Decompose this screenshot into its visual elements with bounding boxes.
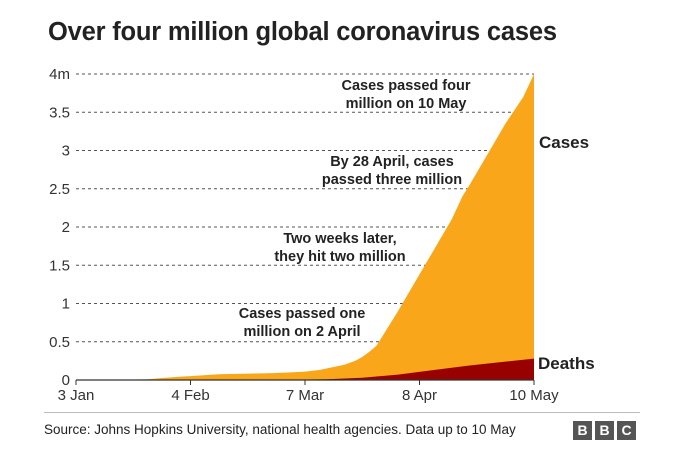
y-tick-label: 2 — [62, 219, 70, 236]
y-tick-label: 0 — [62, 372, 70, 389]
x-tick-label: 8 Apr — [402, 387, 437, 404]
bbc-logo-block: B — [595, 421, 614, 440]
annotation-line: they hit two million — [274, 249, 405, 265]
y-tick-label: 3 — [62, 143, 70, 160]
source-note: Source: Johns Hopkins University, nation… — [44, 422, 516, 437]
y-tick-label: 1.5 — [49, 257, 70, 274]
bbc-logo-block: C — [617, 421, 636, 440]
area-layer — [76, 74, 534, 380]
annotation: Cases passed one million on 2 April — [239, 306, 366, 340]
annotation-line: Cases passed one — [239, 306, 366, 322]
annotation: By 28 April, cases passed three million — [322, 154, 462, 188]
annotation-layer: Cases passed four million on 10 May By 28 … — [239, 78, 595, 373]
x-tick-label: 3 Jan — [58, 387, 95, 404]
annotation-line: Cases passed four — [342, 78, 471, 94]
grid-lines — [76, 73, 534, 343]
annotation-line: million on 2 April — [243, 324, 360, 340]
y-tick-label: 1 — [62, 296, 70, 313]
annotation-line: Two weeks later, — [283, 231, 396, 247]
y-tick-label: 4m — [49, 66, 70, 83]
series-label-deaths: Deaths — [538, 354, 595, 373]
series-label-cases: Cases — [539, 133, 589, 152]
x-tick-label: 4 Feb — [171, 387, 209, 404]
bbc-logo-block: B — [573, 421, 592, 440]
axis-layer: 0 0.5 1 1.5 2 2.5 3 3.5 4m 3 Jan 4 Feb 7 Mar 8 Apr 10… — [49, 66, 559, 404]
y-tick-label: 3.5 — [49, 104, 70, 121]
annotation-line: million on 10 May — [346, 96, 467, 112]
area-deaths — [76, 358, 534, 380]
y-tick-label: 2.5 — [49, 181, 70, 198]
chart-title: Over four million global coronavirus cas… — [48, 18, 557, 46]
annotation: Cases passed four million on 10 May — [342, 78, 471, 112]
x-tick-label: 10 May — [509, 387, 559, 404]
area-cases — [76, 74, 534, 380]
footer-divider — [44, 412, 640, 413]
x-tick-label: 7 Mar — [286, 387, 324, 404]
annotation-line: passed three million — [322, 172, 462, 188]
annotation-line: By 28 April, cases — [330, 154, 454, 170]
bbc-logo: B B C — [573, 421, 636, 440]
area-chart: 0 0.5 1 1.5 2 2.5 3 3.5 4m 3 Jan 4 Feb 7 Mar 8 Apr 10… — [49, 66, 595, 404]
y-tick-label: 0.5 — [49, 334, 70, 351]
annotation: Two weeks later, they hit two million — [274, 231, 405, 265]
